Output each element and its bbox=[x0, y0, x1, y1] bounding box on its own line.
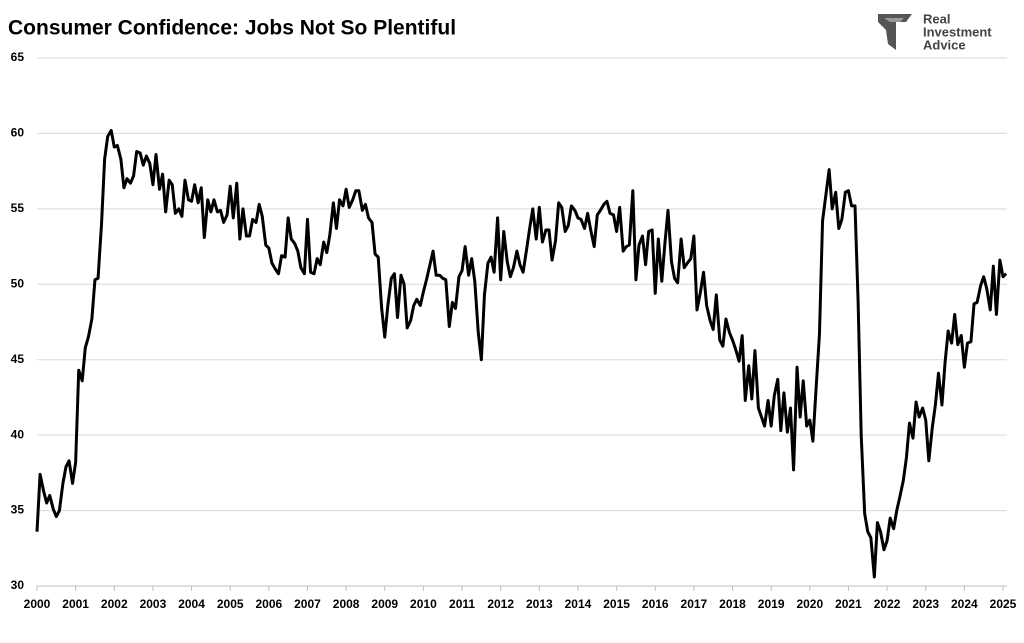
x-tick-label: 2014 bbox=[565, 597, 592, 611]
y-tick-label: 60 bbox=[11, 126, 25, 140]
x-tick-label: 2000 bbox=[24, 597, 51, 611]
x-tick-label: 2018 bbox=[719, 597, 746, 611]
y-tick-label: 55 bbox=[11, 201, 25, 215]
x-tick-label: 2010 bbox=[410, 597, 437, 611]
x-tick-label: 2016 bbox=[642, 597, 669, 611]
y-tick-label: 40 bbox=[11, 427, 25, 441]
x-tick-label: 2020 bbox=[796, 597, 823, 611]
x-tick-label: 2012 bbox=[487, 597, 514, 611]
y-tick-label: 65 bbox=[11, 50, 25, 64]
x-tick-label: 2022 bbox=[874, 597, 901, 611]
y-tick-label: 45 bbox=[11, 352, 25, 366]
y-tick-label: 50 bbox=[11, 276, 25, 290]
x-tick-label: 2024 bbox=[951, 597, 978, 611]
logo-text: Advice bbox=[923, 37, 966, 52]
logo-icon-detail bbox=[884, 18, 904, 22]
x-tick-label: 2011 bbox=[449, 597, 475, 611]
x-tick-label: 2006 bbox=[255, 597, 282, 611]
x-tick-label: 2019 bbox=[758, 597, 785, 611]
x-tick-label: 2025 bbox=[990, 597, 1017, 611]
x-tick-label: 2004 bbox=[178, 597, 205, 611]
x-tick-label: 2003 bbox=[140, 597, 167, 611]
logo: Real Investment Advice bbox=[878, 11, 992, 52]
x-tick-label: 2008 bbox=[333, 597, 360, 611]
x-tick-label: 2007 bbox=[294, 597, 321, 611]
x-tick-label: 2023 bbox=[912, 597, 939, 611]
x-tick-label: 2001 bbox=[62, 597, 89, 611]
x-tick-label: 2017 bbox=[681, 597, 708, 611]
y-tick-label: 35 bbox=[11, 503, 25, 517]
logo-text: Real bbox=[923, 11, 950, 26]
x-tick-label: 2015 bbox=[603, 597, 630, 611]
x-tick-label: 2013 bbox=[526, 597, 553, 611]
logo-text: Investment bbox=[923, 24, 992, 39]
data-line bbox=[35, 128, 1008, 579]
logo-icon bbox=[878, 14, 912, 50]
x-tick-label: 2002 bbox=[101, 597, 128, 611]
x-tick-label: 2021 bbox=[835, 597, 862, 611]
chart-title: Consumer Confidence: Jobs Not So Plentif… bbox=[8, 17, 456, 40]
x-tick-label: 2009 bbox=[371, 597, 398, 611]
x-tick-label: 2005 bbox=[217, 597, 244, 611]
y-tick-label: 30 bbox=[11, 578, 25, 592]
